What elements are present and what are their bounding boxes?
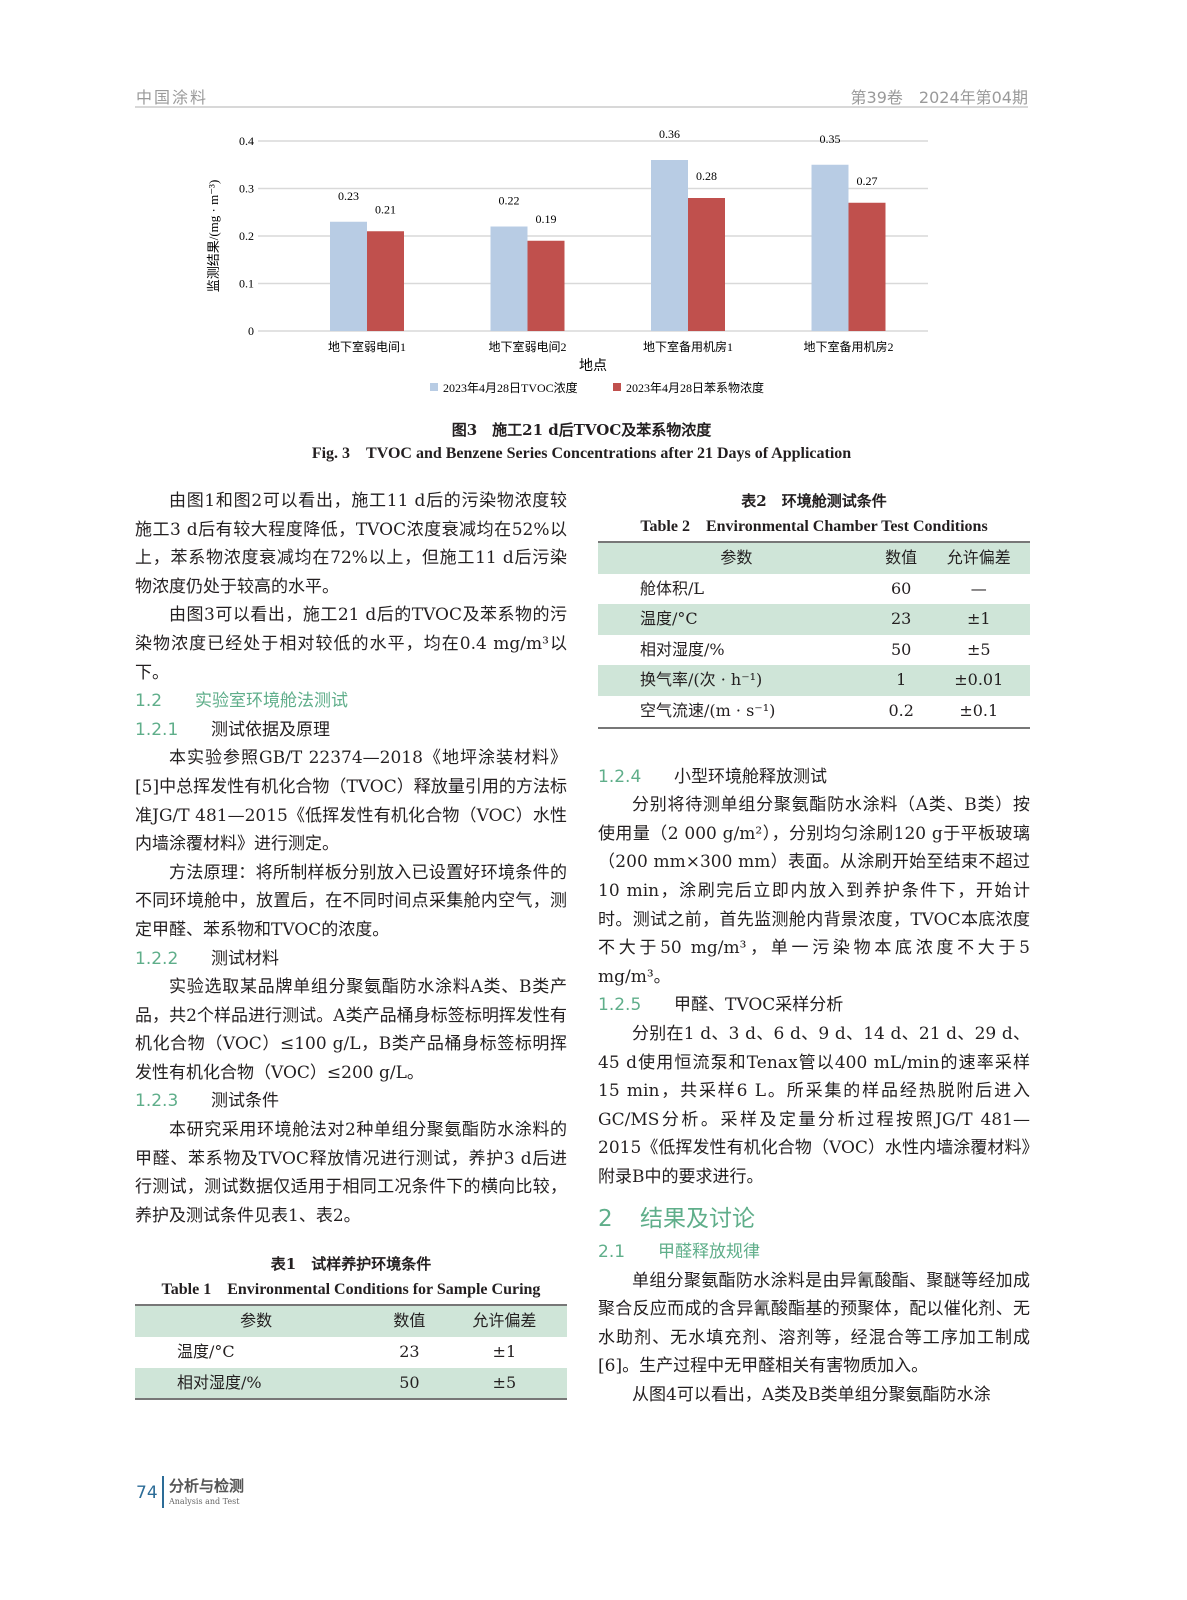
bar [330,221,367,331]
data-label: 0.19 [536,212,557,226]
paragraph: 由图1和图2可以看出，施工11 d后的污染物浓度较施工3 d后有较大程度降低，T… [135,491,567,597]
col-header: 允许偏差 [441,1304,567,1338]
left-column: 由图1和图2可以看出，施工11 d后的污染物浓度较施工3 d后有较大程度降低，T… [135,487,567,1401]
legend-label: 2023年4月28日苯系物浓度 [626,380,764,395]
legend-swatch [430,383,438,391]
bar [367,231,404,331]
paragraph: 单组分聚氨酯防水涂料是由异氰酸酯、聚醚等经加成聚合反应而成的含异氰酸酯基的预聚体… [598,1270,1030,1377]
table-row: 舱体积/L 60— [640,578,987,598]
figure-caption-cn: 图3 施工21 d后TVOC及苯系物浓度 [451,421,712,439]
section-name-en: Analysis and Test [169,1497,240,1506]
journal-name: 中国涂料 [136,88,209,107]
bar-chart: 0 0.1 0.2 0.3 0.4 0.23 0.21 地下室弱电间1 0.22 0.19 地下室弱… [206,127,928,395]
table1: 参数 数值 允许偏差 温度/°C 23 ±1 相对湿度/% 50 ±5 [135,1304,567,1401]
page-number: 74 [136,1483,158,1503]
data-label: 0.22 [499,194,520,208]
y-tick-label: 0.2 [239,229,254,243]
x-tick-label: 地下室弱电间2 [488,339,566,354]
header-rule [135,106,1028,108]
section-name: 分析与检测 [169,1477,245,1495]
data-label: 0.28 [696,169,717,183]
footer-divider [162,1476,164,1508]
bar [848,202,886,331]
table-row: 换气率/(次 · h⁻¹) 1 ±0.01 [598,665,1030,696]
col-header: 数值 [874,541,928,574]
subsection-heading: 1.2.2 测试材料 [135,948,279,969]
section-heading: 2 结果及讨论 [598,1206,755,1233]
y-tick-label: 0.4 [239,134,254,148]
table-row: 相对湿度/% 50 ±5 [135,1367,567,1401]
table-row: 相对湿度/% 50 ±5 [640,639,991,659]
col-header: 参数 [598,541,875,574]
subsection-heading: 1.2.1 测试依据及原理 [135,719,330,740]
data-label: 0.36 [659,127,680,141]
issue-info: 第39卷 2024年第04期 [850,88,1028,107]
data-label: 0.23 [338,189,359,203]
paragraph: 分别在1 d、3 d、6 d、9 d、14 d、21 d、29 d、45 d使用… [598,1023,1030,1187]
y-tick-label: 0 [248,324,254,338]
data-label: 0.35 [820,132,841,146]
x-axis-label: 地点 [579,358,607,374]
table1-caption-en: Table 1 Environmental Conditions for Sam… [161,1281,541,1299]
figure-caption-en: Fig. 3 TVOC and Benzene Series Concentra… [311,445,852,462]
paragraph: 从图4可以看出，A类及B类单组分聚氨酯防水涂 [632,1385,991,1406]
x-tick-label: 地下室弱电间1 [328,339,406,354]
table2-caption-en: Table 2 Environmental Chamber Test Condi… [640,518,988,535]
paragraph: 分别将待测单组分聚氨酯防水涂料（A类、B类）按使用量（2 000 g/m²），分… [598,795,1030,987]
bar [527,240,565,331]
paragraph: 方法原理：将所制样板分别放入已设置好环境条件的不同环境舱中，放置后，在不同时间点… [135,862,567,940]
table-row: 温度/°C 23 ±1 [598,604,1030,635]
y-tick-label: 0.3 [239,182,254,196]
paragraph: 由图3可以看出，施工21 d后的TVOC及苯系物的污染物浓度已经处于相对较低的水… [135,605,567,683]
x-tick-label: 地下室备用机房1 [643,339,733,354]
table2-caption-cn: 表2 环境舱测试条件 [741,492,887,510]
table-row: 温度/°C 23 ±1 [177,1342,517,1362]
section-heading: 1.2 实验室环境舱法测试 [135,691,348,712]
data-label: 0.21 [375,202,396,216]
subsection-heading: 1.2.4 小型环境舱释放测试 [598,766,827,787]
x-tick-label: 地下室备用机房2 [803,339,893,354]
table-row: 空气流速/(m · s⁻¹) 0.2 ±0.1 [598,695,1030,729]
col-header: 参数 [135,1304,378,1338]
legend-swatch [613,383,621,391]
y-axis-label: 监测结果/(mg · m⁻³) [206,180,221,293]
subsection-heading: 1.2.3 测试条件 [135,1091,279,1112]
y-tick-label: 0.1 [239,277,254,291]
col-header: 允许偏差 [927,541,1030,574]
right-column: 表2 环境舱测试条件 Table 2 Environmental Chamber… [598,489,1030,1410]
paragraph: 实验选取某品牌单组分聚氨酯防水涂料A类、B类产品，共2个样品进行测试。A类产品桶… [135,977,567,1083]
legend-label: 2023年4月28日TVOC浓度 [443,380,578,395]
bar [651,160,688,331]
table1-caption-cn: 表1 试样养护环境条件 [270,1255,432,1274]
paragraph: 本实验参照GB/T 22374—2018《地坪涂装材料》[5]中总挥发性有机化合… [135,748,567,855]
section-heading: 2.1 甲醛释放规律 [598,1242,760,1263]
bar [688,198,725,331]
subsection-heading: 1.2.5 甲醛、TVOC采样分析 [598,995,844,1016]
paragraph: 本研究采用环境舱法对2种单组分聚氨酯防水涂料的甲醛、苯系物及TVOC释放情况进行… [135,1120,567,1226]
data-label: 0.27 [857,174,878,188]
table2: 参数 数值 允许偏差 舱体积/L 60— 温度/°C 23 ±1 相对湿度/% 50 ±5 换… [598,541,1030,729]
bar [490,226,528,331]
col-header: 数值 [377,1304,442,1338]
bar [811,164,849,331]
